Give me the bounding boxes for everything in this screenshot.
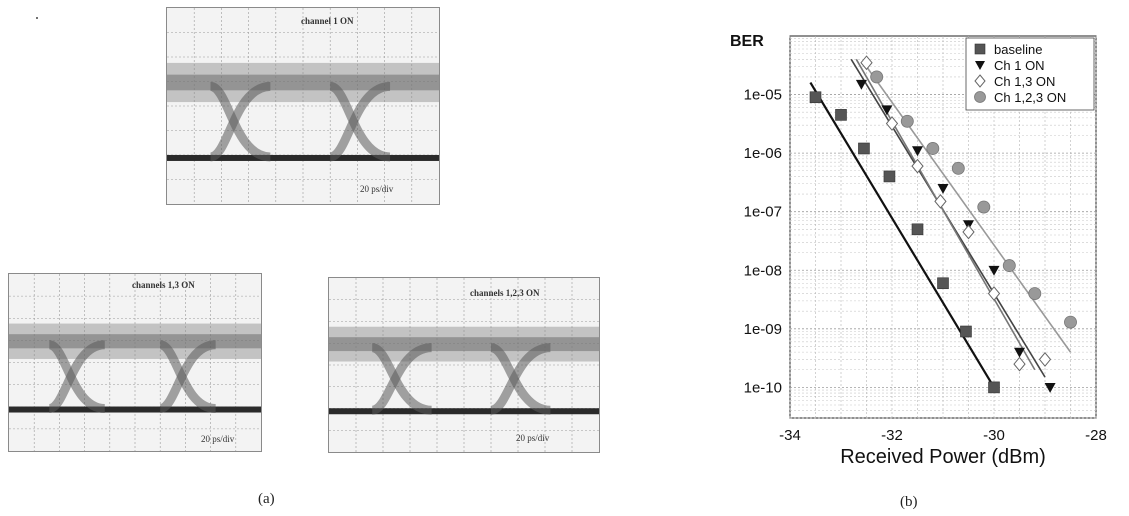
y-tick-label: 1e-06 xyxy=(744,145,782,162)
data-point xyxy=(934,193,947,209)
data-point xyxy=(860,55,873,71)
eye-transition xyxy=(370,343,433,415)
data-point xyxy=(870,70,884,84)
legend-label: Ch 1,2,3 ON xyxy=(994,90,1066,105)
legend-marker xyxy=(974,91,986,103)
eye-scale: 20 ps/div xyxy=(201,434,235,444)
eye-title: channels 1,3 ON xyxy=(132,280,195,290)
y-axis-label: BER xyxy=(730,33,764,50)
legend xyxy=(965,37,1095,111)
eye-diagram-channel-1 xyxy=(166,7,440,205)
data-point xyxy=(911,158,924,174)
data-point xyxy=(809,91,822,104)
legend-marker xyxy=(975,61,985,70)
data-point xyxy=(988,381,1000,394)
data-point xyxy=(1013,356,1026,372)
eye-scale: 20 ps/div xyxy=(360,184,394,194)
legend-marker xyxy=(974,74,986,88)
data-point xyxy=(885,116,899,131)
data-point xyxy=(926,142,940,155)
eye-upper-rail xyxy=(329,337,599,352)
eye-transition xyxy=(158,340,217,414)
eye-lower-rail xyxy=(167,154,439,161)
data-point xyxy=(900,114,914,128)
data-point xyxy=(881,105,893,116)
y-tick-label: 1e-05 xyxy=(744,87,782,104)
data-point xyxy=(1044,382,1056,393)
stray-mark xyxy=(36,17,38,19)
data-point xyxy=(1002,259,1016,273)
eye-title: channel 1 ON xyxy=(301,16,354,26)
ber-chart: 1e-10 1e-09 1e-08 1e-07 1e-06 1e-05 -34 -32 -30 -… xyxy=(730,33,1107,468)
data-point xyxy=(987,286,1001,301)
eye-lower-rail xyxy=(9,406,261,413)
data-point xyxy=(1028,287,1042,301)
eye-diagram-channels-1-3 xyxy=(8,273,262,452)
legend-label: Ch 1,3 ON xyxy=(994,74,1055,89)
data-point xyxy=(937,277,949,290)
panel-a-label: (a) xyxy=(258,491,275,507)
legend-marker xyxy=(974,43,986,55)
y-tick-label: 1e-10 xyxy=(744,379,782,396)
data-point xyxy=(951,161,965,175)
data-point xyxy=(835,109,847,121)
data-point xyxy=(912,146,923,157)
eye-diagram-channels-1-2-3 xyxy=(328,277,600,453)
x-tick-label: -30 xyxy=(983,427,1005,444)
legend-label: baseline xyxy=(994,42,1042,57)
data-point xyxy=(937,183,949,194)
eye-transition xyxy=(489,343,552,415)
x-tick-label: -34 xyxy=(779,427,801,444)
data-point xyxy=(977,200,991,214)
eye-transition xyxy=(328,81,391,162)
data-point xyxy=(883,170,896,183)
fit-line xyxy=(865,66,1072,353)
eye-upper-rail xyxy=(167,74,439,91)
eye-lower-rail xyxy=(329,408,599,415)
y-tick-label: 1e-09 xyxy=(744,321,782,338)
data-point xyxy=(1014,347,1025,358)
eye-transition xyxy=(209,81,271,162)
panel-b-label: (b) xyxy=(900,494,918,510)
data-point xyxy=(1038,352,1052,367)
data-point xyxy=(988,265,1000,276)
legend-label: Ch 1 ON xyxy=(994,58,1045,73)
eye-title: channels 1,2,3 ON xyxy=(470,288,540,298)
y-tick-label: 1e-07 xyxy=(744,204,782,221)
data-point xyxy=(1064,315,1077,329)
y-tick-label: 1e-08 xyxy=(744,262,782,279)
data-point xyxy=(962,224,975,240)
eye-upper-rail xyxy=(9,334,261,349)
data-point xyxy=(911,223,924,236)
data-point xyxy=(960,325,972,338)
x-tick-label: -32 xyxy=(881,427,903,444)
eye-scale: 20 ps/div xyxy=(516,433,550,443)
x-tick-label: -28 xyxy=(1085,427,1107,444)
data-point xyxy=(858,142,870,155)
x-axis-label: Received Power (dBm) xyxy=(840,446,1046,468)
data-point xyxy=(855,79,867,90)
eye-transition xyxy=(47,340,106,414)
